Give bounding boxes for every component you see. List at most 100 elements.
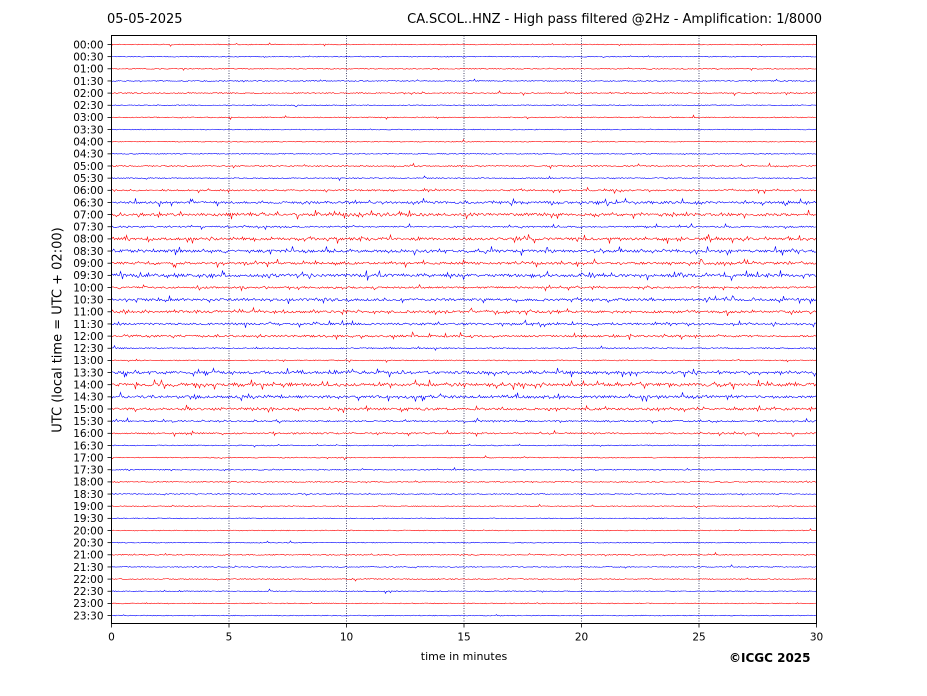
trace-row-0430 xyxy=(111,152,817,155)
trace-row-0530 xyxy=(111,175,817,182)
trace-row-1000 xyxy=(111,283,817,292)
trace-row-2230 xyxy=(111,588,817,595)
y-tick-label: 06:30 xyxy=(73,197,103,209)
x-tick-label: 25 xyxy=(692,632,705,644)
chart-title: CA.SCOL..HNZ - High pass filtered @2Hz -… xyxy=(407,12,822,27)
y-tick-label: 17:30 xyxy=(73,465,103,477)
trace-row-1630 xyxy=(111,443,817,448)
trace-row-1500 xyxy=(111,404,817,413)
y-tick-label: 11:00 xyxy=(73,307,103,319)
trace-row-0100 xyxy=(111,67,817,71)
trace-row-1400 xyxy=(111,378,817,390)
y-tick-label: 13:00 xyxy=(73,355,103,367)
trace-row-2300 xyxy=(111,602,817,605)
trace-row-2030 xyxy=(111,540,817,544)
x-axis-label: time in minutes xyxy=(420,650,508,663)
trace-row-0000 xyxy=(111,42,817,47)
y-tick-label: 06:00 xyxy=(73,185,103,197)
x-tick-label: 10 xyxy=(340,632,353,644)
trace-row-1830 xyxy=(111,492,817,496)
x-tick-label: 20 xyxy=(575,632,588,644)
y-tick-label: 07:00 xyxy=(73,209,103,221)
y-tick-label: 17:00 xyxy=(73,452,103,464)
trace-row-1700 xyxy=(111,455,817,461)
y-tick-label: 16:30 xyxy=(73,440,103,452)
y-tick-label: 00:00 xyxy=(73,39,103,51)
y-tick-label: 21:30 xyxy=(73,562,103,574)
y-tick-label: 01:30 xyxy=(73,76,103,88)
y-tick-label: 00:30 xyxy=(73,51,103,63)
y-tick-label: 23:30 xyxy=(73,610,103,622)
y-tick-label: 07:30 xyxy=(73,222,103,234)
y-tick-label: 19:00 xyxy=(73,501,103,513)
trace-row-1530 xyxy=(111,417,817,424)
y-tick-label: 10:00 xyxy=(73,282,103,294)
plot-frame xyxy=(111,35,817,624)
trace-row-0900 xyxy=(111,258,817,269)
trace-row-2330 xyxy=(111,614,817,617)
y-tick-label: 05:00 xyxy=(73,161,103,173)
trace-row-0500 xyxy=(111,162,817,170)
trace-row-0030 xyxy=(111,55,817,58)
y-tick-label: 02:30 xyxy=(73,100,103,112)
trace-row-0830 xyxy=(111,246,817,256)
copyright-credit: ©ICGC 2025 xyxy=(729,651,811,665)
y-tick-label: 05:30 xyxy=(73,173,103,185)
y-tick-label: 09:00 xyxy=(73,258,103,270)
y-tick-label: 08:30 xyxy=(73,246,103,258)
trace-row-0400 xyxy=(111,138,817,143)
trace-row-2000 xyxy=(111,528,817,532)
y-tick-label: 21:00 xyxy=(73,550,103,562)
y-tick-label: 20:30 xyxy=(73,537,103,549)
x-tick-label: 5 xyxy=(226,632,233,644)
trace-row-2130 xyxy=(111,564,817,569)
y-tick-label: 14:30 xyxy=(73,392,103,404)
trace-row-1030 xyxy=(111,295,817,305)
x-tick-label: 0 xyxy=(108,632,115,644)
y-tick-label: 22:30 xyxy=(73,586,103,598)
trace-row-0330 xyxy=(111,128,817,131)
y-tick-label: 11:30 xyxy=(73,319,103,331)
trace-row-1600 xyxy=(111,429,817,438)
y-tick-label: 18:00 xyxy=(73,477,103,489)
trace-row-2200 xyxy=(111,577,817,582)
trace-row-2100 xyxy=(111,551,817,557)
trace-row-1800 xyxy=(111,480,817,484)
y-tick-label: 19:30 xyxy=(73,513,103,525)
y-tick-label: 03:30 xyxy=(73,124,103,136)
date-label: 05-05-2025 xyxy=(107,12,183,27)
trace-row-1100 xyxy=(111,306,817,317)
y-tick-label: 12:00 xyxy=(73,331,103,343)
trace-row-0600 xyxy=(111,186,817,195)
y-tick-label: 23:00 xyxy=(73,598,103,610)
y-tick-label: 09:30 xyxy=(73,270,103,282)
trace-row-1900 xyxy=(111,503,817,509)
y-tick-label: 18:30 xyxy=(73,489,103,501)
trace-row-0130 xyxy=(111,78,817,83)
y-tick-label: 22:00 xyxy=(73,574,103,586)
y-tick-label: 10:30 xyxy=(73,294,103,306)
y-tick-label: 04:00 xyxy=(73,137,103,149)
trace-row-1230 xyxy=(111,344,817,351)
y-tick-label: 15:30 xyxy=(73,416,103,428)
y-tick-label: 03:00 xyxy=(73,112,103,124)
y-tick-label: 13:30 xyxy=(73,367,103,379)
y-tick-label: 16:00 xyxy=(73,428,103,440)
trace-row-0700 xyxy=(111,209,817,220)
y-tick-label: 02:00 xyxy=(73,88,103,100)
y-tick-label: 14:00 xyxy=(73,380,103,392)
y-tick-label: 20:00 xyxy=(73,525,103,537)
y-tick-label: 04:30 xyxy=(73,149,103,161)
y-tick-label: 12:30 xyxy=(73,343,103,355)
trace-row-0800 xyxy=(111,233,817,244)
trace-row-1130 xyxy=(111,319,817,329)
y-tick-label: 01:00 xyxy=(73,64,103,76)
trace-row-0630 xyxy=(111,197,817,207)
x-tick-label: 15 xyxy=(457,632,470,644)
trace-row-1200 xyxy=(111,331,817,341)
trace-row-1930 xyxy=(111,517,817,520)
y-tick-label: 15:00 xyxy=(73,404,103,416)
trace-row-0200 xyxy=(111,90,817,97)
